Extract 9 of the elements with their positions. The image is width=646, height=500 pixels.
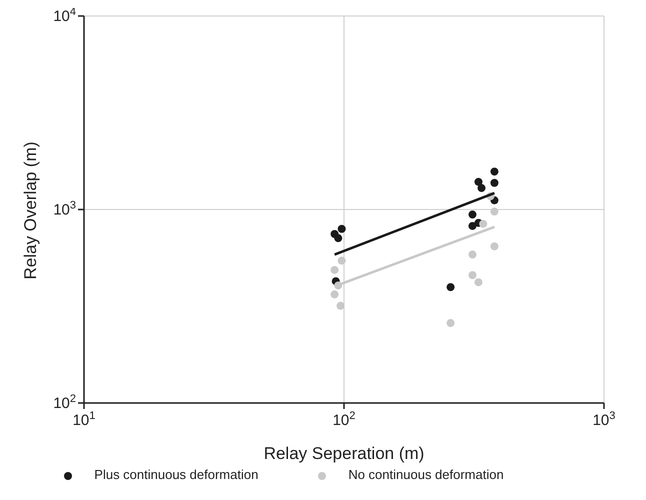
x-axis-title: Relay Seperation (m) [264,444,424,463]
x-tick-label: 10$^{2}$ [332,410,356,429]
legend-label: No continuous deformation [348,467,504,482]
legend-label: Plus continuous deformation [94,467,258,482]
y-tick-label: 10$^{3}$ [53,200,76,218]
y-axis-title: Relay Overlap (m) [21,142,40,280]
x-tick-label: 10$^{1}$ [72,410,96,429]
y-tick-label: 10$^{2}$ [53,393,76,412]
x-tick-label: 10$^{3}$ [592,410,616,429]
